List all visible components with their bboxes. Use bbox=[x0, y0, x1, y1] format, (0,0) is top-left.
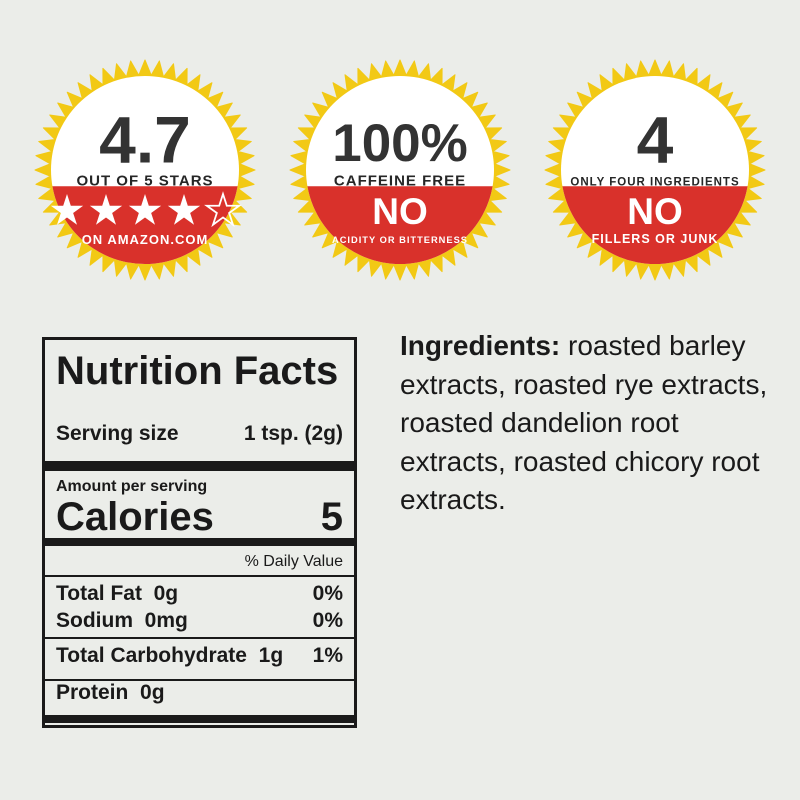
svg-text:ONLY FOUR INGREDIENTS: ONLY FOUR INGREDIENTS bbox=[570, 176, 739, 188]
svg-text:CAFFEINE FREE: CAFFEINE FREE bbox=[334, 172, 466, 189]
svg-text:NO: NO bbox=[372, 191, 428, 232]
svg-text:4: 4 bbox=[637, 103, 674, 177]
svg-text:4.7: 4.7 bbox=[99, 103, 191, 177]
svg-text:FILLERS OR JUNK: FILLERS OR JUNK bbox=[592, 232, 719, 246]
svg-text:OUT OF 5 STARS: OUT OF 5 STARS bbox=[76, 172, 213, 189]
svg-text:ACIDITY OR BITTERNESS: ACIDITY OR BITTERNESS bbox=[332, 235, 468, 245]
svg-text:NO: NO bbox=[627, 191, 683, 232]
svg-text:ON AMAZON.COM: ON AMAZON.COM bbox=[82, 232, 209, 247]
svg-text:100%: 100% bbox=[332, 114, 468, 173]
